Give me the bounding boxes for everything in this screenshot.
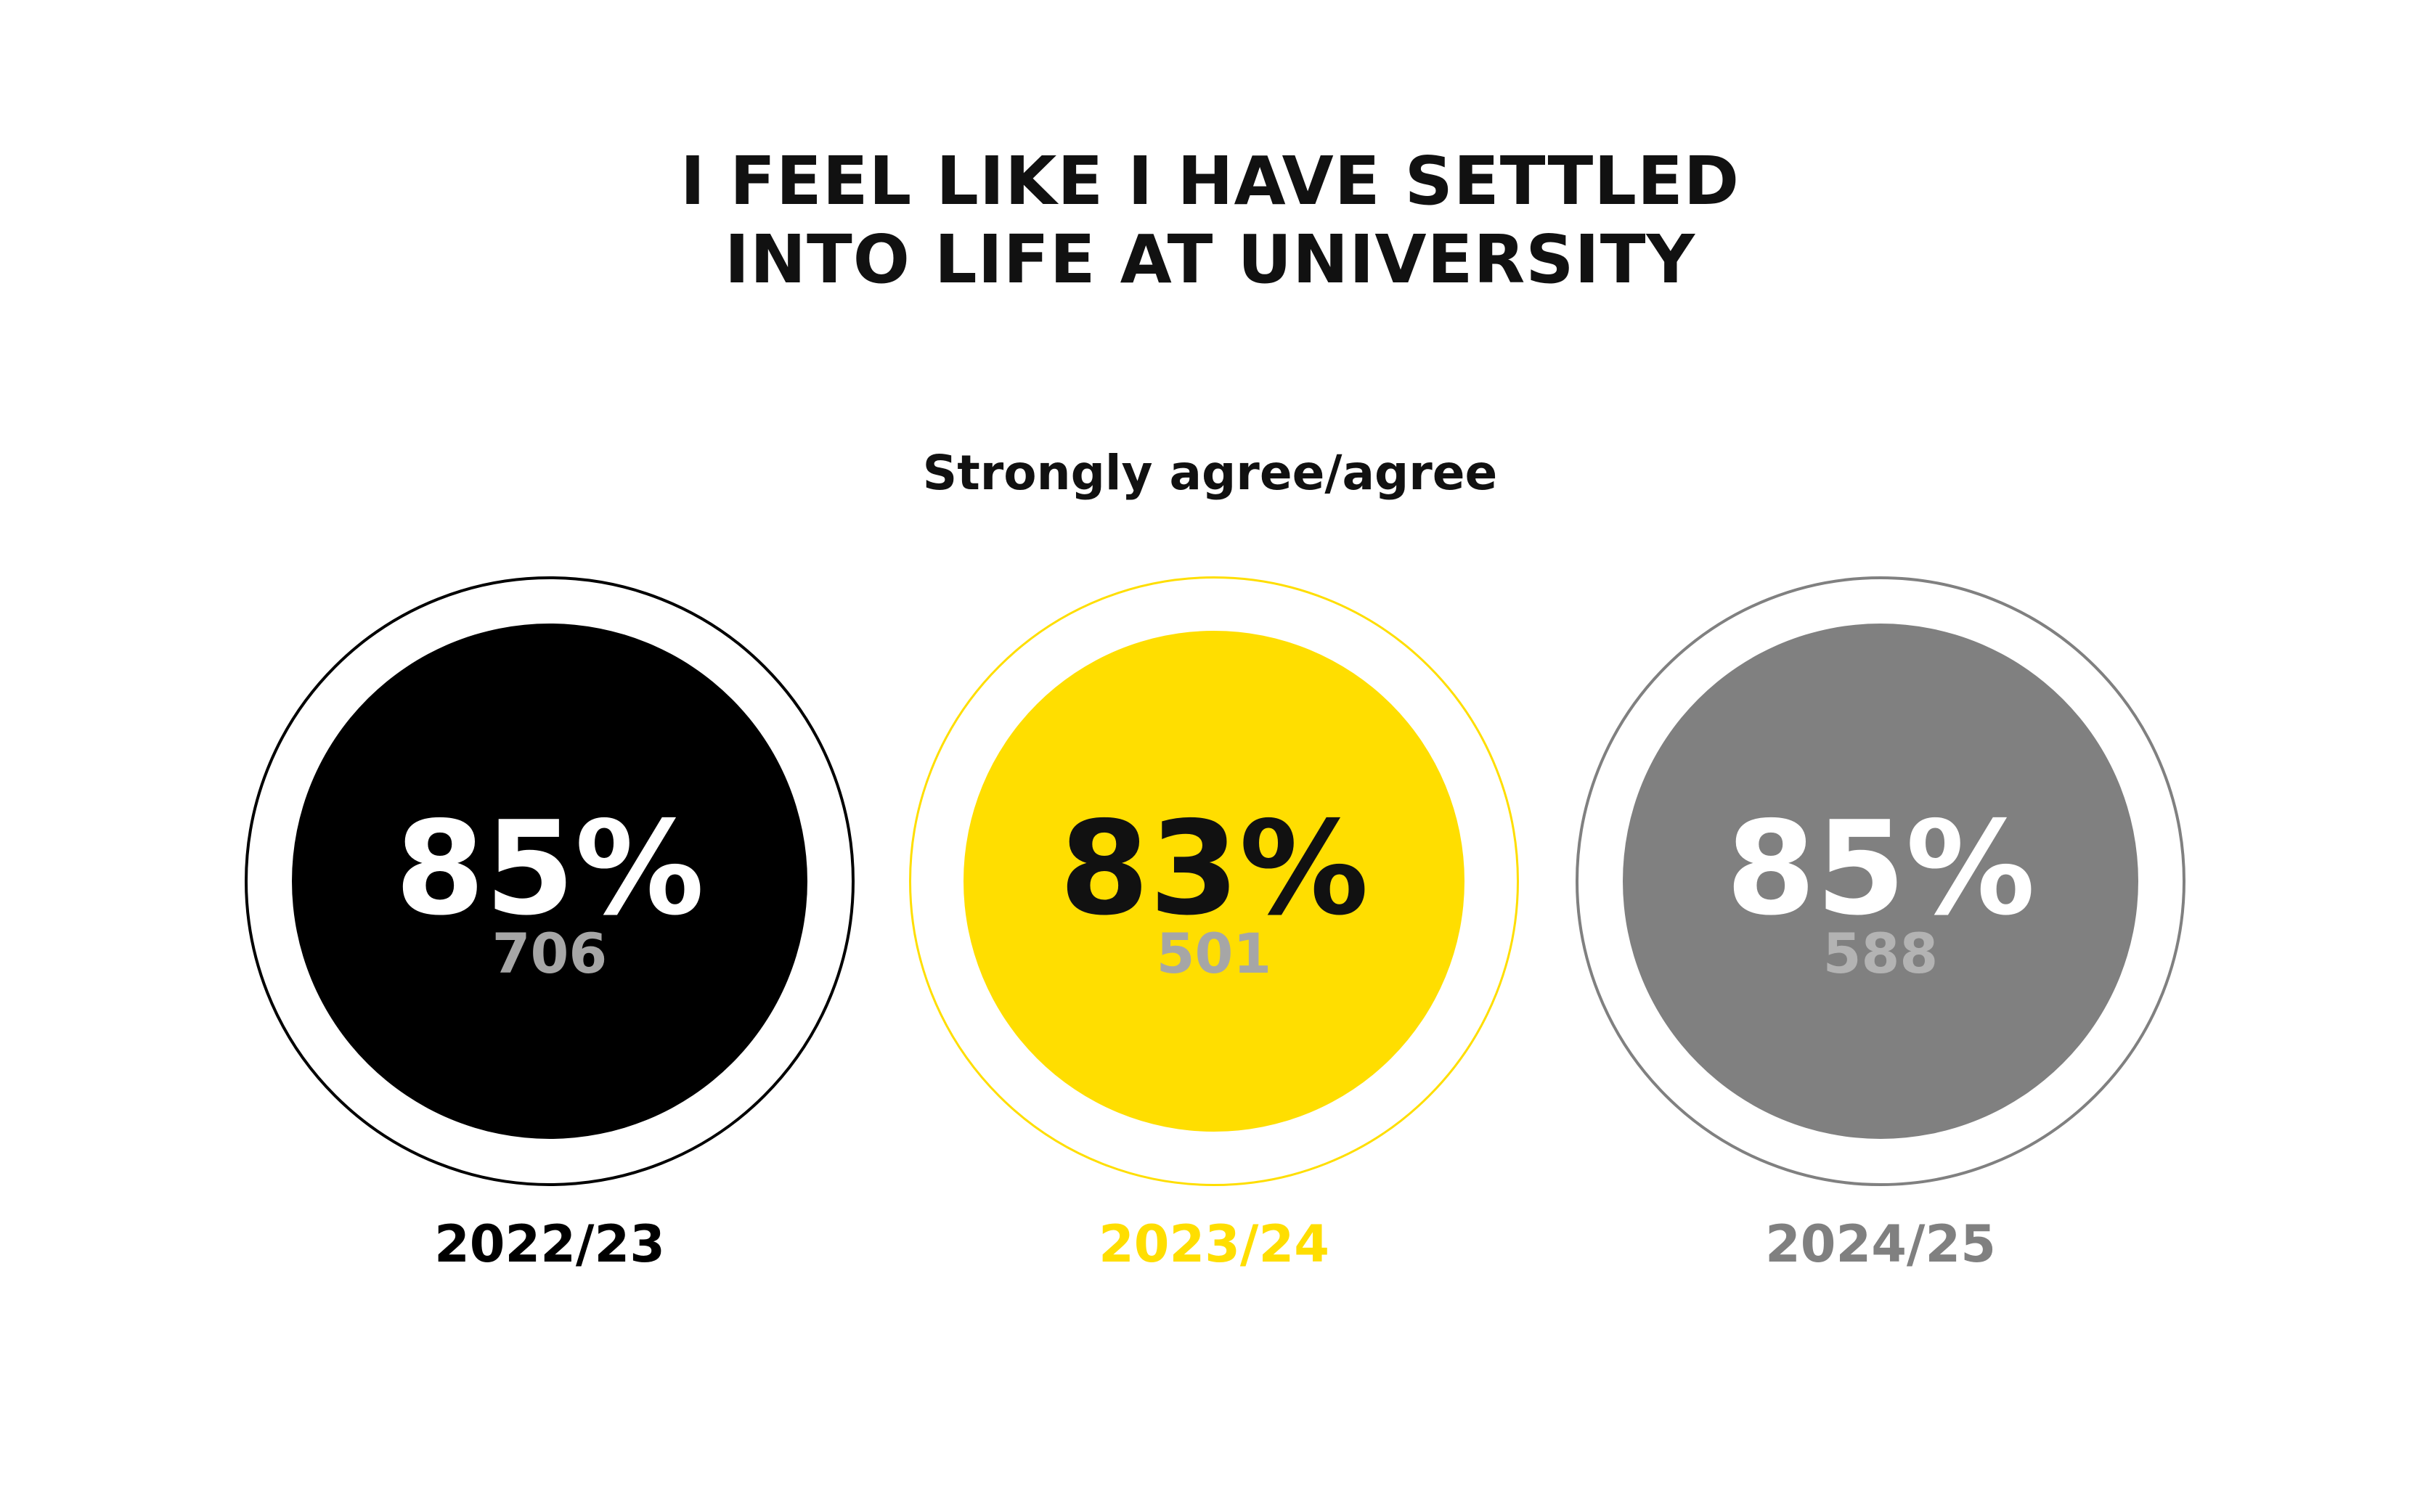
stat-circle-2024-25: 85% 588 2024/25 <box>1576 576 2185 1273</box>
chart-title: I FEEL LIKE I HAVE SETTLED INTO LIFE AT … <box>0 142 2420 299</box>
percent-value: 83% <box>1059 793 1369 944</box>
respondent-count: 588 <box>1822 921 1939 986</box>
chart-subtitle: Strongly agree/agree <box>922 445 1498 501</box>
chart-title-line-2: INTO LIFE AT UNIVERSITY <box>724 221 1696 298</box>
stat-circle-2023-24: 83% 501 2023/24 <box>909 576 1519 1273</box>
respondent-count: 501 <box>1156 921 1272 986</box>
filled-disc <box>292 624 807 1139</box>
year-label: 2023/24 <box>1099 1214 1329 1274</box>
year-label: 2024/25 <box>1765 1214 1996 1274</box>
filled-disc <box>963 631 1464 1132</box>
stat-circle-2022-23: 85% 706 2022/23 <box>245 576 855 1273</box>
filled-disc <box>1623 624 2138 1139</box>
percent-value: 85% <box>1725 793 2036 944</box>
respondent-count: 706 <box>492 921 608 986</box>
percent-value: 85% <box>394 793 705 944</box>
chart-title-line-1: I FEEL LIKE I HAVE SETTLED <box>680 142 1740 220</box>
year-label: 2022/23 <box>434 1214 665 1274</box>
